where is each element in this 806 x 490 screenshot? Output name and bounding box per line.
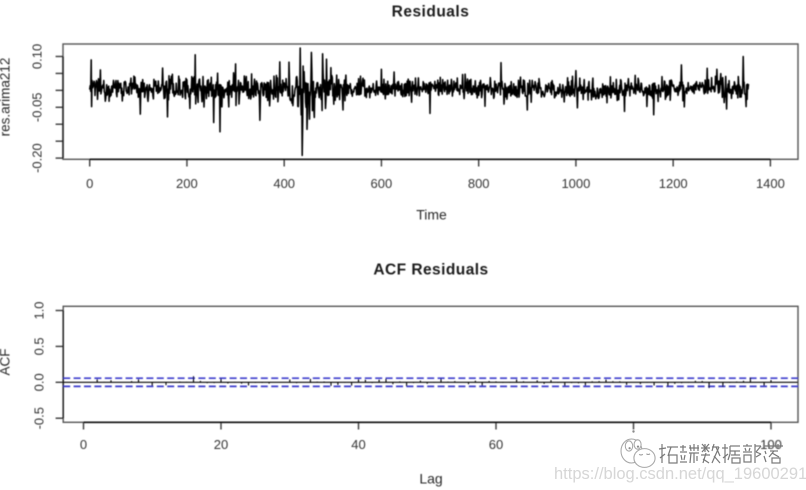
- svg-text:200: 200: [176, 176, 198, 191]
- svg-text:0.0: 0.0: [32, 373, 47, 391]
- svg-text:400: 400: [273, 176, 295, 191]
- svg-text:1.0: 1.0: [32, 301, 47, 319]
- svg-text:Residuals: Residuals: [392, 3, 470, 20]
- svg-text:ACF Residuals: ACF Residuals: [373, 262, 488, 279]
- svg-text:1400: 1400: [756, 176, 785, 191]
- svg-text:ACF: ACF: [0, 349, 13, 376]
- svg-text:60: 60: [489, 437, 503, 452]
- svg-text:-0.05: -0.05: [30, 92, 45, 122]
- svg-text:res.arima212: res.arima212: [0, 58, 13, 137]
- svg-text:0.10: 0.10: [30, 44, 45, 69]
- svg-text:0.5: 0.5: [32, 337, 47, 355]
- svg-text:Lag: Lag: [419, 471, 442, 487]
- svg-text:0: 0: [86, 176, 93, 191]
- svg-text:Time: Time: [416, 207, 447, 223]
- svg-text:800: 800: [468, 176, 490, 191]
- svg-text:1000: 1000: [561, 176, 590, 191]
- svg-text:0: 0: [80, 437, 87, 452]
- svg-text:-0.5: -0.5: [32, 407, 47, 429]
- svg-text:40: 40: [351, 437, 365, 452]
- svg-text:600: 600: [371, 176, 393, 191]
- svg-text:1200: 1200: [659, 176, 688, 191]
- svg-text:20: 20: [214, 437, 228, 452]
- svg-text:100: 100: [760, 437, 782, 452]
- svg-text:-0.20: -0.20: [30, 143, 45, 173]
- svg-text:https://blog.csdn.net/qq_19600: https://blog.csdn.net/qq_19600291: [554, 465, 806, 483]
